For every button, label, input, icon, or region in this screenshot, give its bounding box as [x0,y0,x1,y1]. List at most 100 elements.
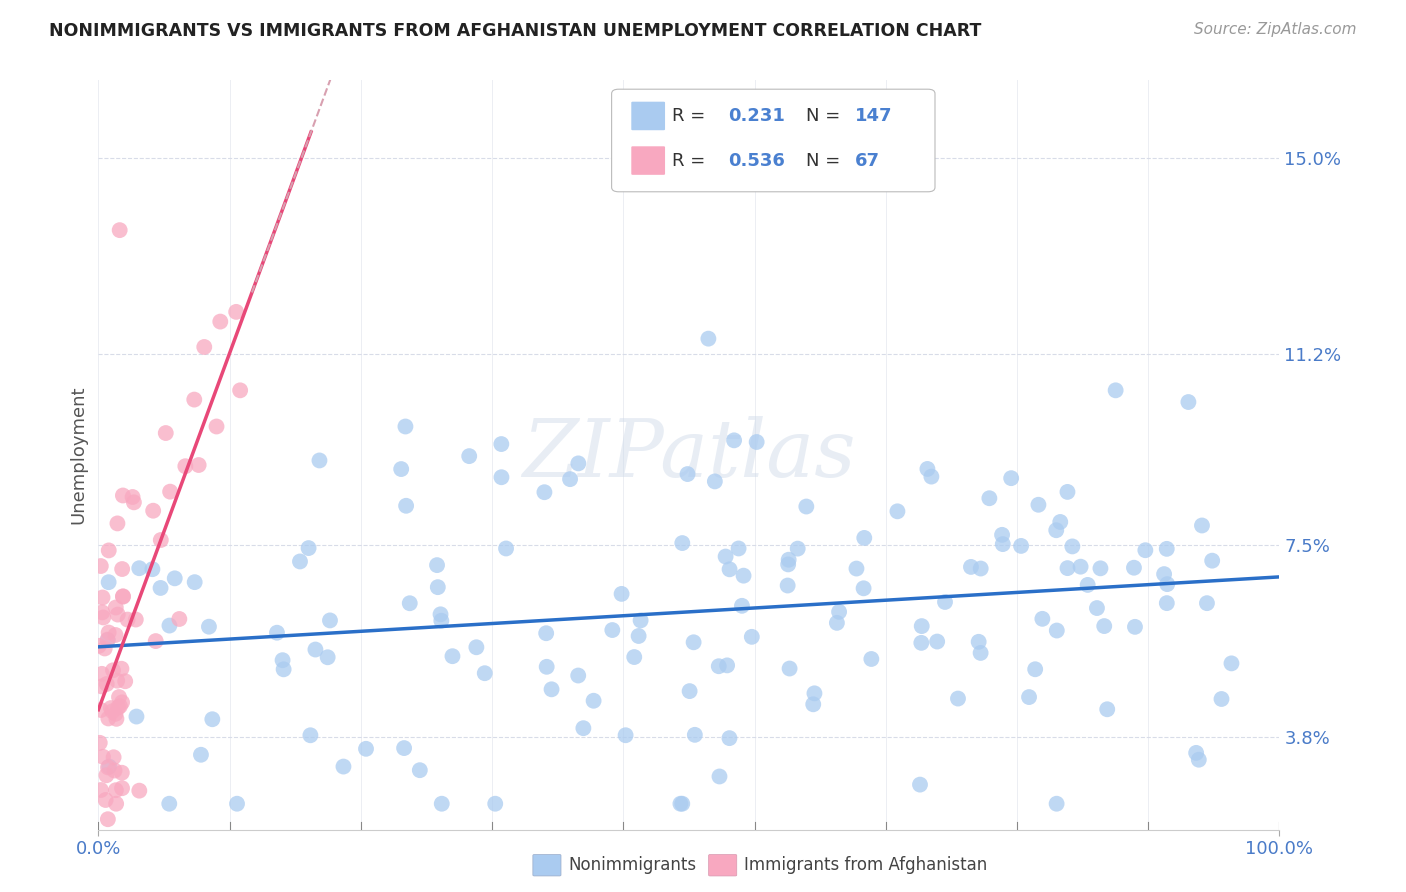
Point [1090,561,1112,575]
Point [354,741,377,756]
Point [111,488,134,502]
Point [536,660,558,674]
Point [117,613,139,627]
Point [627,629,650,643]
Point [718,562,741,576]
Point [395,499,418,513]
Point [1220,657,1243,671]
Text: 147: 147 [855,107,893,125]
Point [1062,540,1084,554]
Point [495,541,517,556]
Point [98,759,121,773]
Point [91,605,114,619]
Point [94,793,117,807]
Point [90,703,112,717]
Point [991,537,1014,551]
Point [389,462,412,476]
Point [614,728,637,742]
Point [111,781,134,796]
Point [108,690,131,704]
Point [93,641,115,656]
Point [967,635,990,649]
Point [122,495,145,509]
Point [534,626,557,640]
Point [676,467,699,481]
Point [707,659,730,673]
Point [1085,601,1108,615]
Point [125,613,148,627]
Point [1191,518,1213,533]
Point [273,662,295,676]
Point [1045,523,1067,537]
Point [727,541,749,556]
Point [1046,797,1069,811]
Point [100,701,122,715]
Point [209,315,232,329]
Text: 0.231: 0.231 [728,107,785,125]
Point [776,578,799,592]
Point [87,639,110,653]
Point [1195,596,1218,610]
Point [104,783,127,797]
Point [484,797,506,811]
Point [97,812,120,826]
Point [392,741,415,756]
Point [198,620,221,634]
Point [1028,498,1050,512]
Text: ZIPatlas: ZIPatlas [522,417,856,493]
Point [1177,395,1199,409]
Point [103,750,125,764]
Point [491,437,513,451]
Point [567,456,589,470]
Point [205,419,228,434]
Point [714,549,737,564]
Point [409,763,432,777]
Point [155,425,177,440]
Point [1135,543,1157,558]
Y-axis label: Unemployment: Unemployment [69,385,87,524]
Point [297,541,319,555]
Point [141,562,163,576]
Point [104,706,127,721]
Point [970,561,993,575]
Text: 0.536: 0.536 [728,152,785,169]
Point [271,653,294,667]
Point [745,435,768,450]
Point [786,541,808,556]
Point [426,558,449,573]
Point [801,698,824,712]
Point [225,305,247,319]
Point [572,721,595,735]
Point [104,600,127,615]
Point [1201,554,1223,568]
Point [803,686,825,700]
Point [319,614,342,628]
Point [430,797,453,811]
Point [332,759,354,773]
Point [1104,384,1126,398]
Point [1097,702,1119,716]
Point [886,504,908,518]
Point [226,797,249,811]
Point [190,747,212,762]
Point [169,612,191,626]
Point [491,470,513,484]
Point [111,695,134,709]
Point [304,642,326,657]
Point [917,462,939,476]
Point [90,783,112,797]
Point [946,691,969,706]
Point [709,769,731,783]
Point [105,673,128,688]
Point [441,649,464,664]
Point [860,652,883,666]
Point [142,504,165,518]
Point [1056,561,1078,575]
Point [1156,577,1178,591]
Point [1031,612,1053,626]
Text: N =: N = [806,107,845,125]
Point [723,434,745,448]
Text: Source: ZipAtlas.com: Source: ZipAtlas.com [1194,22,1357,37]
Point [741,630,763,644]
Point [105,712,128,726]
